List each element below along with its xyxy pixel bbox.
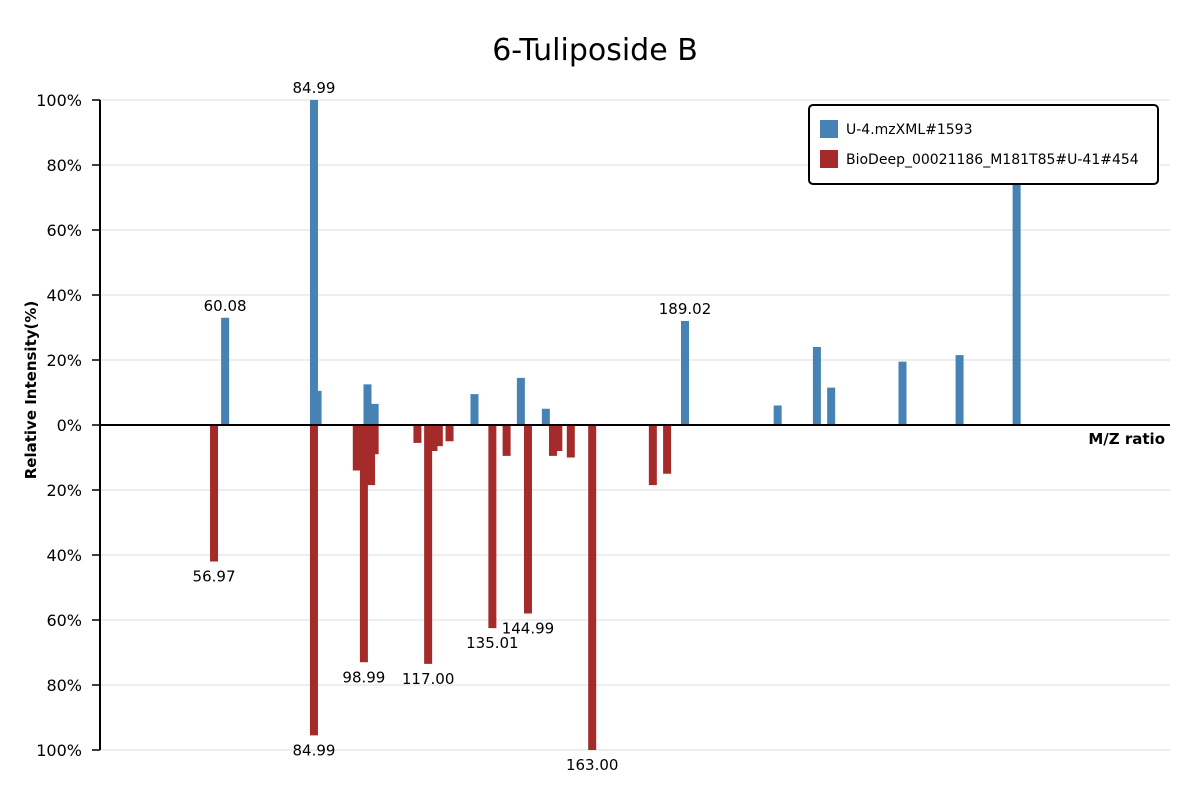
y-tick-label: 60% bbox=[46, 221, 82, 240]
y-tick-label: 100% bbox=[36, 91, 82, 110]
peak-bar bbox=[827, 387, 836, 425]
peak-bar bbox=[470, 394, 479, 425]
peak-label: 60.08 bbox=[204, 297, 247, 315]
peak-bar bbox=[367, 425, 376, 486]
peak-bar bbox=[516, 377, 525, 425]
peak-bar bbox=[309, 425, 318, 736]
peak-bar bbox=[210, 425, 219, 562]
peak-labels: 60.08 84.99 189.02 56.97 84.99 98.99 117.00 135… bbox=[193, 79, 712, 774]
legend-swatch-query bbox=[820, 120, 838, 138]
peak-label: 98.99 bbox=[342, 668, 385, 686]
y-tick-label: 20% bbox=[46, 351, 82, 370]
peak-label: 189.02 bbox=[659, 300, 712, 318]
legend-swatch-reference bbox=[820, 150, 838, 168]
peak-label: 84.99 bbox=[292, 79, 335, 97]
peak-bar bbox=[566, 425, 575, 458]
y-tick-label: 0% bbox=[57, 416, 82, 435]
peak-bar bbox=[370, 403, 379, 425]
peak-bar bbox=[502, 425, 511, 456]
legend-label-reference: BioDeep_00021186_M181T85#U-41#454 bbox=[846, 152, 1139, 168]
peak-bar bbox=[588, 425, 597, 750]
legend: U-4.mzXML#1593 BioDeep_00021186_M181T85#… bbox=[808, 104, 1159, 185]
peak-label: 56.97 bbox=[193, 568, 236, 586]
y-axis-title: Relative Intensity(%) bbox=[22, 301, 40, 480]
peak-bar bbox=[955, 355, 964, 425]
peak-bar bbox=[681, 321, 690, 425]
peak-label: 84.99 bbox=[292, 741, 335, 759]
peak-bar bbox=[554, 425, 563, 451]
peak-bar bbox=[424, 425, 433, 664]
chart-title: 6-Tuliposide B bbox=[492, 33, 698, 68]
peak-bar bbox=[309, 100, 318, 425]
y-tick-label: 40% bbox=[46, 546, 82, 565]
peak-bar bbox=[434, 425, 443, 447]
peak-bar bbox=[812, 347, 821, 425]
y-tick-label: 20% bbox=[46, 481, 82, 500]
legend-box bbox=[808, 104, 1159, 185]
peak-bar bbox=[221, 317, 230, 425]
legend-label-query: U-4.mzXML#1593 bbox=[846, 122, 972, 138]
peak-bar bbox=[488, 425, 497, 629]
peak-bar bbox=[898, 361, 907, 425]
y-tick-label: 80% bbox=[46, 676, 82, 695]
peak-bar bbox=[445, 425, 454, 442]
peak-bar bbox=[370, 425, 379, 455]
peak-bar bbox=[352, 425, 361, 471]
y-tick-label: 80% bbox=[46, 156, 82, 175]
peak-bar bbox=[541, 408, 550, 425]
y-axis-ticks: 100% 80% 60% 40% 20% 0% 20% 40% 60% 80% 100% bbox=[36, 91, 100, 760]
peak-bar bbox=[429, 425, 438, 451]
peak-bar bbox=[413, 425, 422, 443]
x-axis-title: M/Z ratio bbox=[1088, 430, 1165, 448]
y-tick-label: 40% bbox=[46, 286, 82, 305]
peak-bar bbox=[648, 425, 657, 486]
y-tick-label: 60% bbox=[46, 611, 82, 630]
peaks bbox=[210, 100, 1021, 750]
peak-bar bbox=[548, 425, 557, 456]
peak-label: 144.99 bbox=[502, 620, 555, 638]
peak-bar bbox=[773, 405, 782, 425]
peak-bar bbox=[359, 425, 368, 663]
peak-label: 163.00 bbox=[566, 756, 619, 774]
peak-bar bbox=[1012, 178, 1021, 425]
peak-label: 117.00 bbox=[402, 670, 455, 688]
peak-bar bbox=[363, 384, 372, 425]
peak-bar bbox=[523, 425, 532, 614]
grid bbox=[100, 99, 1170, 751]
peak-bar bbox=[313, 390, 322, 425]
peak-label: 135.01 bbox=[466, 634, 519, 652]
y-tick-label: 100% bbox=[36, 741, 82, 760]
peak-bar bbox=[663, 425, 672, 474]
